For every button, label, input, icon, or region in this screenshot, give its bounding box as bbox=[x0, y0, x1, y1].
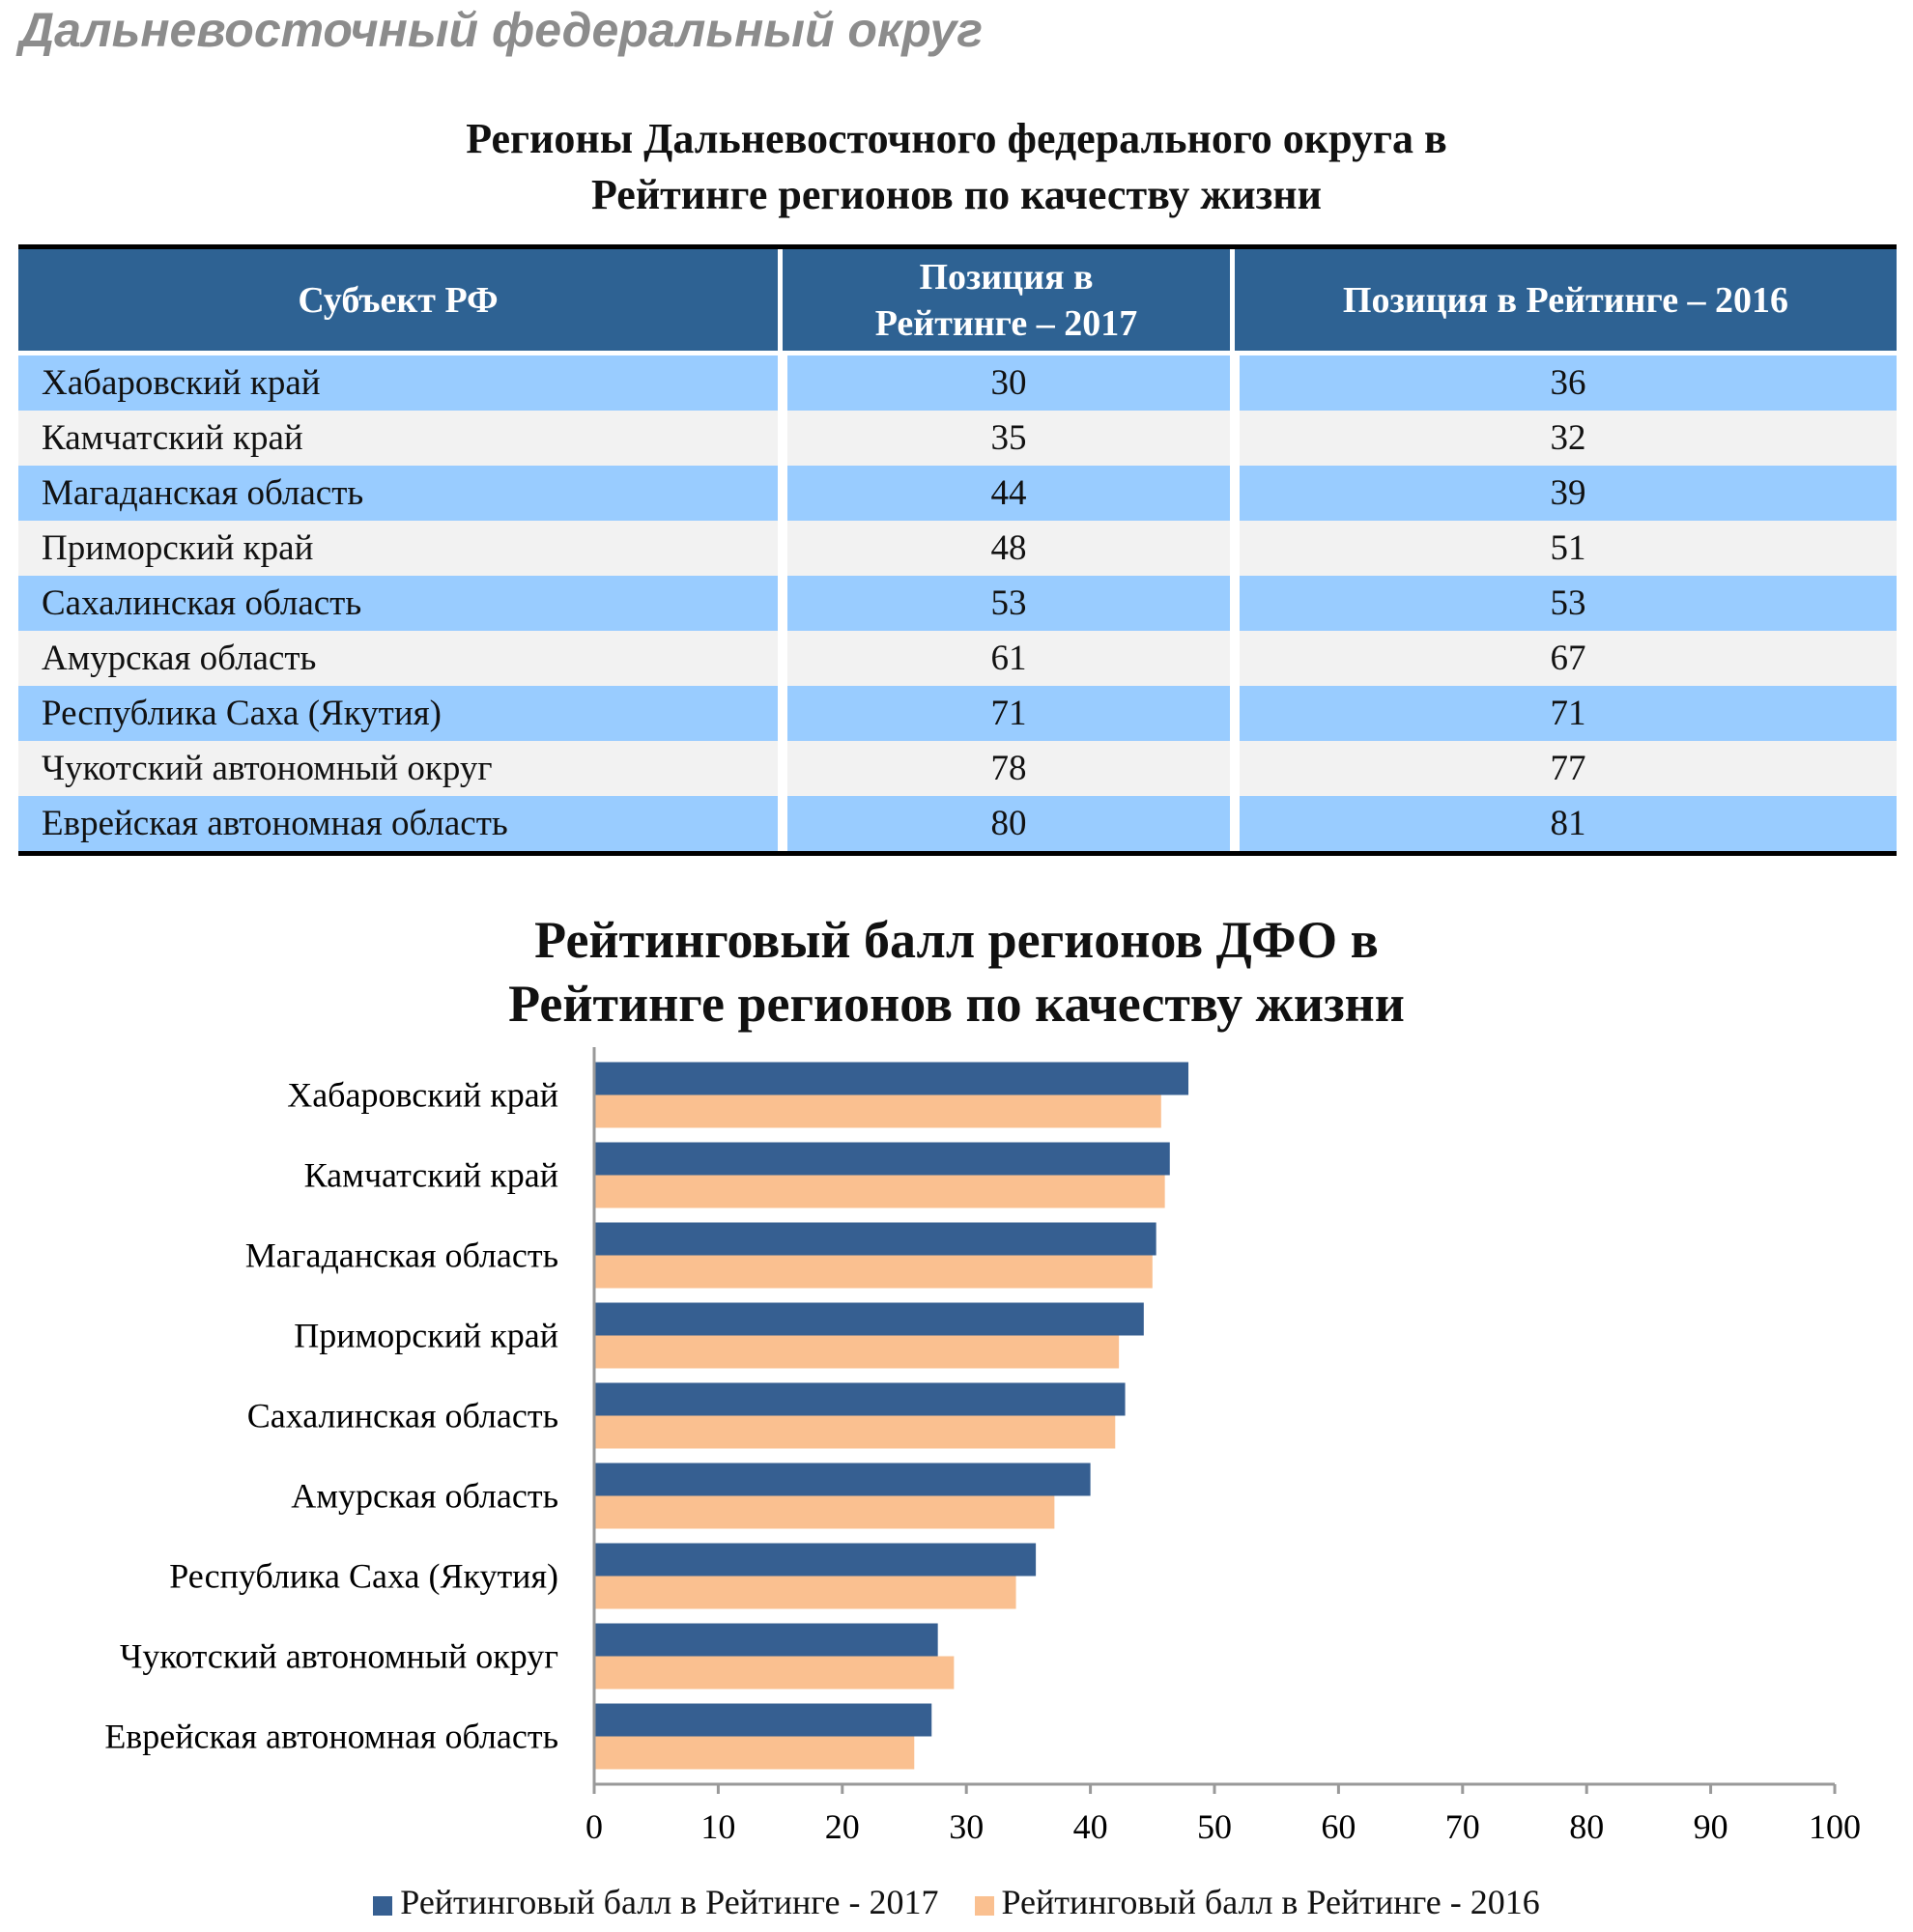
table-row: Республика Саха (Якутия) 71 71 bbox=[18, 686, 1897, 741]
category-label: Сахалинская область bbox=[247, 1397, 558, 1435]
cell-2016: 81 bbox=[1230, 796, 1897, 851]
table-row: Еврейская автономная область 80 81 bbox=[18, 796, 1897, 851]
cell-2016: 39 bbox=[1230, 466, 1897, 521]
table-row: Чукотский автономный округ 78 77 bbox=[18, 741, 1897, 796]
page-title: Дальневосточный федеральный округ bbox=[19, 3, 984, 57]
x-tick-label: 80 bbox=[1569, 1807, 1604, 1846]
cell-2016: 53 bbox=[1230, 576, 1897, 631]
legend-item-2016: Рейтинговый балл в Рейтинге - 2016 bbox=[974, 1883, 1540, 1921]
bar-2017 bbox=[594, 1463, 1091, 1496]
bar-2016 bbox=[594, 1175, 1165, 1208]
x-tick-label: 10 bbox=[700, 1807, 735, 1846]
bar-2016 bbox=[594, 1415, 1116, 1449]
cell-subject: Приморский край bbox=[18, 521, 778, 576]
bar-2016 bbox=[594, 1576, 1016, 1609]
cell-2016: 67 bbox=[1230, 631, 1897, 686]
cell-2017: 30 bbox=[778, 355, 1230, 411]
cell-2017: 61 bbox=[778, 631, 1230, 686]
table-row: Приморский край 48 51 bbox=[18, 521, 1897, 576]
bar-2016 bbox=[594, 1495, 1055, 1529]
cell-2016: 36 bbox=[1230, 355, 1897, 411]
x-tick-label: 50 bbox=[1197, 1807, 1232, 1846]
bar-2017 bbox=[594, 1703, 932, 1737]
legend-item-2017: Рейтинговый балл в Рейтинге - 2017 bbox=[373, 1883, 939, 1921]
cell-2017: 48 bbox=[778, 521, 1230, 576]
bar-2016 bbox=[594, 1656, 955, 1690]
cell-subject: Хабаровский край bbox=[18, 355, 778, 411]
table-title-line1: Регионы Дальневосточного федерального ок… bbox=[466, 115, 1447, 162]
category-label: Чукотский автономный округ bbox=[120, 1637, 558, 1676]
legend-swatch-2017 bbox=[373, 1895, 393, 1916]
category-label: Еврейская автономная область bbox=[104, 1718, 558, 1756]
cell-2017: 78 bbox=[778, 741, 1230, 796]
category-label: Амурская область bbox=[291, 1477, 558, 1516]
category-label: Камчатский край bbox=[304, 1156, 558, 1195]
x-tick-label: 0 bbox=[585, 1807, 603, 1846]
chart-title: Рейтинговый балл регионов ДФО в Рейтинге… bbox=[0, 908, 1913, 1036]
cell-subject: Республика Саха (Якутия) bbox=[18, 686, 778, 741]
header-subject: Субъект РФ bbox=[18, 249, 778, 355]
cell-2016: 51 bbox=[1230, 521, 1897, 576]
bar-2016 bbox=[594, 1736, 915, 1770]
x-tick-label: 90 bbox=[1694, 1807, 1728, 1846]
cell-2017: 53 bbox=[778, 576, 1230, 631]
category-label: Хабаровский край bbox=[287, 1076, 558, 1115]
bar-2016 bbox=[594, 1335, 1120, 1369]
x-tick-label: 20 bbox=[825, 1807, 860, 1846]
category-label: Магаданская область bbox=[245, 1236, 558, 1275]
cell-2016: 71 bbox=[1230, 686, 1897, 741]
ranking-table: Субъект РФ Позиция в Рейтинге – 2017 Поз… bbox=[18, 244, 1897, 856]
cell-2017: 80 bbox=[778, 796, 1230, 851]
table-row: Магаданская область 44 39 bbox=[18, 466, 1897, 521]
cell-2017: 35 bbox=[778, 411, 1230, 466]
cell-subject: Чукотский автономный округ bbox=[18, 741, 778, 796]
category-label: Республика Саха (Якутия) bbox=[169, 1557, 558, 1596]
cell-2016: 32 bbox=[1230, 411, 1897, 466]
x-tick-label: 60 bbox=[1321, 1807, 1356, 1846]
table-row: Хабаровский край 30 36 bbox=[18, 355, 1897, 411]
bar-2017 bbox=[594, 1142, 1170, 1176]
category-label: Приморский край bbox=[294, 1317, 558, 1355]
table-title-line2: Рейтинге регионов по качеству жизни bbox=[591, 171, 1322, 218]
bar-chart: Хабаровский край Камчатский край Магаданск… bbox=[104, 1047, 1861, 1846]
chart-title-line2: Рейтинге регионов по качеству жизни bbox=[508, 975, 1405, 1033]
bar-2016 bbox=[594, 1255, 1153, 1289]
table-row: Амурская область 61 67 bbox=[18, 631, 1897, 686]
table-row: Сахалинская область 53 53 bbox=[18, 576, 1897, 631]
bar-2017 bbox=[594, 1222, 1156, 1256]
cell-subject: Амурская область bbox=[18, 631, 778, 686]
header-2016: Позиция в Рейтинге – 2016 bbox=[1230, 249, 1897, 355]
legend: Рейтинговый балл в Рейтинге - 2017 Рейти… bbox=[0, 1882, 1913, 1922]
legend-swatch-2016 bbox=[974, 1895, 994, 1916]
x-tick-label: 40 bbox=[1073, 1807, 1108, 1846]
cell-2016: 77 bbox=[1230, 741, 1897, 796]
cell-subject: Сахалинская область bbox=[18, 576, 778, 631]
x-tick-label: 70 bbox=[1445, 1807, 1480, 1846]
bar-2017 bbox=[594, 1302, 1144, 1336]
table-row: Камчатский край 35 32 bbox=[18, 411, 1897, 466]
chart-title-line1: Рейтинговый балл регионов ДФО в bbox=[534, 911, 1379, 969]
cell-2017: 71 bbox=[778, 686, 1230, 741]
bar-2016 bbox=[594, 1094, 1161, 1128]
header-2017: Позиция в Рейтинге – 2017 bbox=[778, 249, 1230, 355]
cell-subject: Еврейская автономная область bbox=[18, 796, 778, 851]
cell-subject: Магаданская область bbox=[18, 466, 778, 521]
bar-2017 bbox=[594, 1623, 938, 1657]
x-tick-label: 30 bbox=[949, 1807, 984, 1846]
bar-2017 bbox=[594, 1382, 1126, 1416]
cell-2017: 44 bbox=[778, 466, 1230, 521]
bar-2017 bbox=[594, 1543, 1037, 1577]
table-title: Регионы Дальневосточного федерального ок… bbox=[0, 111, 1913, 223]
bar-2017 bbox=[594, 1062, 1189, 1095]
x-tick-label: 100 bbox=[1809, 1807, 1861, 1846]
cell-subject: Камчатский край bbox=[18, 411, 778, 466]
